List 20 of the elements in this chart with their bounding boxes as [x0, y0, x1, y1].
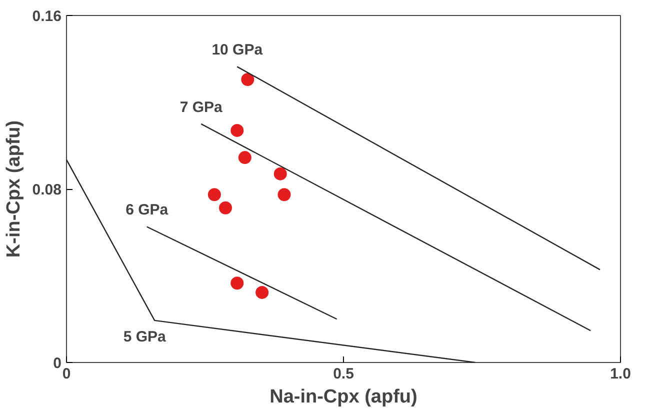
- series-label: 6 GPa: [126, 202, 169, 219]
- series-label: 7 GPa: [180, 98, 224, 116]
- point: [274, 167, 287, 180]
- x-axis-title: Na-in-Cpx (apfu): [270, 386, 418, 408]
- x-tick-label: 0.5: [333, 366, 354, 382]
- y-axis-title: K-in-Cpx (apfu): [3, 120, 24, 258]
- y-tick-label: 0: [53, 355, 62, 372]
- point: [230, 276, 244, 290]
- point: [219, 201, 232, 214]
- point: [208, 188, 221, 202]
- series-label: 5 GPa: [123, 328, 167, 346]
- point: [238, 151, 252, 164]
- point: [241, 72, 254, 86]
- point: [256, 286, 269, 299]
- y-tick-label: 0.16: [32, 8, 62, 25]
- point: [230, 124, 244, 137]
- y-tick-label: 0.08: [32, 182, 62, 198]
- series-label: 10 GPa: [212, 42, 264, 59]
- point: [278, 188, 291, 202]
- x-tick-label: 1.0: [610, 366, 631, 382]
